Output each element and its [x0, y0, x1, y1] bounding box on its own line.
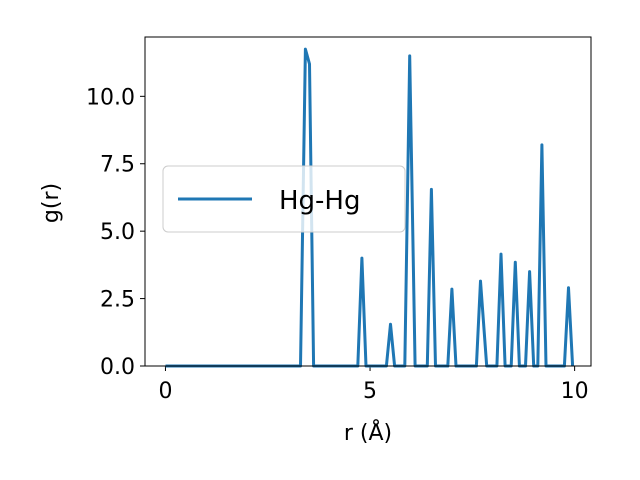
- x-tick-label: 10: [561, 379, 589, 404]
- y-tick-label: 7.5: [100, 153, 135, 178]
- y-tick-label: 10.0: [86, 85, 135, 110]
- legend-box: [162, 165, 406, 233]
- series-line-hg-hg: [165, 47, 575, 368]
- y-tick-label: 5.0: [100, 220, 135, 245]
- y-tick-label: 2.5: [100, 288, 135, 313]
- tick-group: 0 5 10 0.0 2.5 5.0 7.5 10.0: [86, 85, 589, 404]
- x-axis-label: r (Å): [344, 419, 392, 446]
- legend: Hg-Hg: [162, 165, 406, 233]
- legend-label-hg-hg: Hg-Hg: [279, 186, 361, 216]
- plot-frame: [144, 36, 592, 367]
- y-tick-label: 0.0: [100, 355, 135, 380]
- x-tick-label: 5: [363, 379, 377, 404]
- y-axis-label: g(r): [39, 183, 64, 223]
- x-tick-label: 0: [158, 379, 172, 404]
